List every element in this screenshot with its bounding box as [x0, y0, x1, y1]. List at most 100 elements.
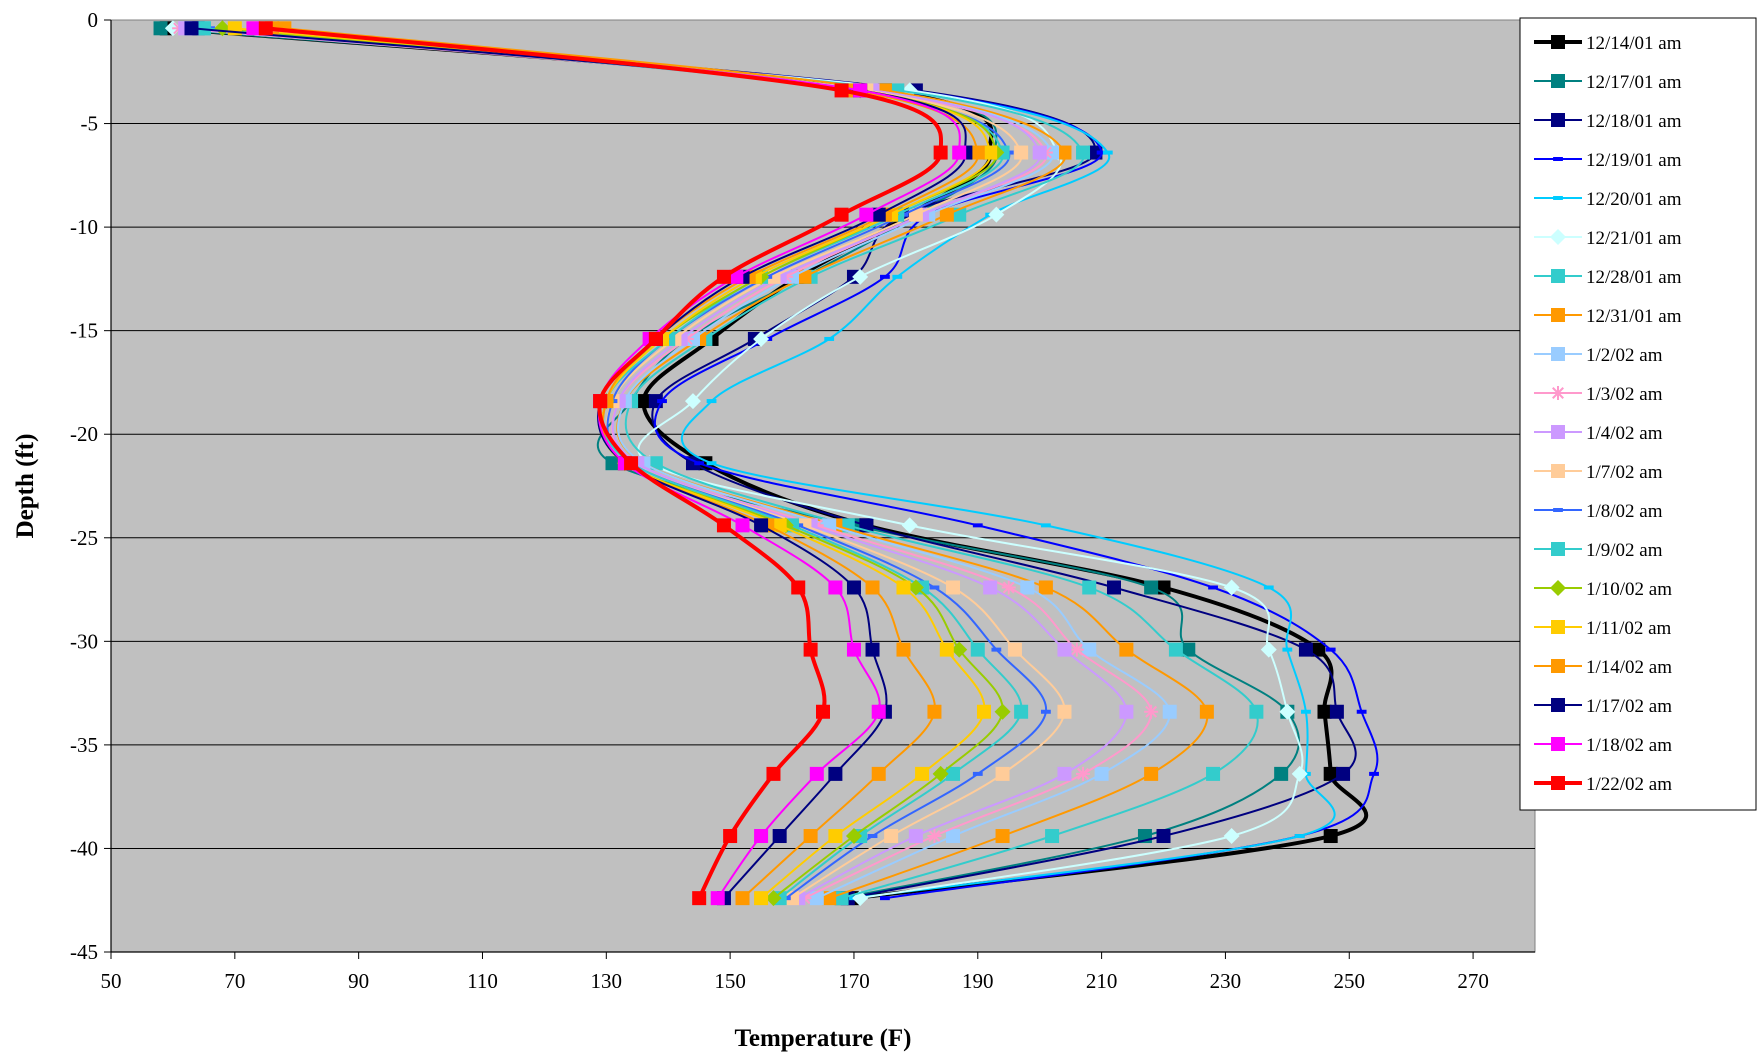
data-point: [803, 642, 818, 657]
data-point: [754, 829, 769, 844]
data-point: [694, 461, 705, 466]
legend-item: 1/11/02 am: [1534, 618, 1672, 639]
y-tick-label: -20: [70, 422, 98, 446]
y-tick-label: -10: [70, 215, 98, 239]
data-point: [1311, 642, 1326, 657]
data-point: [246, 21, 261, 36]
legend-label: 12/19/01 am: [1586, 150, 1682, 171]
y-axis-title: Depth (ft): [12, 434, 39, 539]
data-point: [1551, 542, 1565, 556]
data-point: [1144, 580, 1159, 595]
data-point: [657, 399, 667, 404]
data-point: [692, 891, 707, 906]
data-point: [1301, 709, 1311, 714]
data-point: [880, 274, 890, 279]
data-point: [970, 145, 985, 160]
data-point: [803, 829, 818, 844]
data-point: [892, 274, 903, 279]
data-point: [1553, 157, 1563, 161]
data-point: [1208, 585, 1218, 590]
data-point: [1096, 150, 1107, 155]
data-point: [1082, 642, 1097, 657]
y-tick-label: -35: [70, 733, 98, 757]
x-tick-label: 70: [224, 969, 245, 993]
data-point: [1040, 523, 1051, 528]
legend-item: 12/14/01 am: [1534, 33, 1682, 54]
x-tick-label: 130: [591, 969, 623, 993]
data-point: [988, 206, 1005, 223]
x-tick-label: 90: [348, 969, 369, 993]
data-point: [1329, 704, 1344, 719]
data-point: [1323, 766, 1338, 781]
data-point: [706, 461, 717, 466]
data-point: [816, 704, 830, 719]
data-point: [1317, 704, 1332, 719]
data-point: [184, 21, 199, 36]
x-tick-label: 190: [962, 969, 994, 993]
data-point: [1057, 642, 1072, 657]
data-point: [983, 145, 998, 160]
data-point: [1106, 580, 1121, 595]
data-point: [624, 456, 639, 471]
data-point: [1279, 703, 1296, 720]
data-point: [1550, 580, 1566, 596]
data-point: [1553, 508, 1563, 512]
data-point: [1551, 308, 1565, 322]
legend-label: 1/17/02 am: [1586, 696, 1672, 717]
data-point: [1249, 704, 1264, 719]
data-point: [1551, 425, 1565, 439]
legend-label: 1/3/02 am: [1586, 384, 1663, 405]
data-point: [1007, 642, 1022, 657]
data-point: [1076, 145, 1091, 160]
data-point: [1551, 737, 1565, 751]
series-20: [258, 21, 948, 906]
data-point: [1057, 766, 1072, 781]
y-tick-label: -30: [70, 629, 98, 653]
data-point: [196, 21, 211, 36]
data-point: [1168, 642, 1183, 657]
data-point: [636, 394, 651, 409]
y-tick-label: -15: [70, 319, 98, 343]
data-point: [983, 580, 998, 595]
data-point: [1162, 704, 1177, 719]
data-point: [908, 829, 923, 844]
data-point: [852, 268, 869, 285]
data-point: [1057, 145, 1072, 160]
legend-label: 12/28/01 am: [1586, 267, 1682, 288]
data-point: [648, 456, 663, 471]
data-point: [1014, 145, 1029, 160]
data-point: [824, 336, 835, 341]
legend-item: 1/17/02 am: [1534, 696, 1672, 717]
data-point: [716, 518, 731, 533]
data-point: [867, 834, 878, 839]
data-point: [765, 890, 782, 907]
series-line: [185, 27, 1171, 900]
legend-label: 12/20/01 am: [1586, 189, 1682, 210]
data-point: [785, 891, 800, 906]
series-line: [185, 27, 1128, 900]
data-point: [772, 829, 787, 844]
legend-item: 12/20/01 am: [1534, 189, 1682, 210]
y-tick-label: 0: [88, 8, 99, 32]
data-point: [834, 83, 849, 98]
data-point: [1291, 765, 1308, 782]
legend-item: 1/3/02 am: [1534, 384, 1663, 405]
data-point: [766, 766, 781, 781]
data-point: [1298, 642, 1313, 657]
data-point: [972, 523, 983, 528]
data-point: [1014, 704, 1029, 719]
data-point: [834, 207, 849, 222]
data-point: [939, 207, 954, 222]
data-point: [939, 642, 954, 657]
x-tick-label: 230: [1210, 969, 1242, 993]
data-point: [1551, 269, 1565, 283]
data-point: [809, 766, 824, 781]
data-point: [1020, 580, 1035, 595]
data-point: [1263, 585, 1274, 590]
data-point: [995, 829, 1010, 844]
legend-item: 1/10/02 am: [1534, 579, 1672, 600]
data-point: [706, 399, 717, 404]
legend-item: 12/18/01 am: [1534, 111, 1682, 132]
data-point: [1223, 828, 1240, 845]
